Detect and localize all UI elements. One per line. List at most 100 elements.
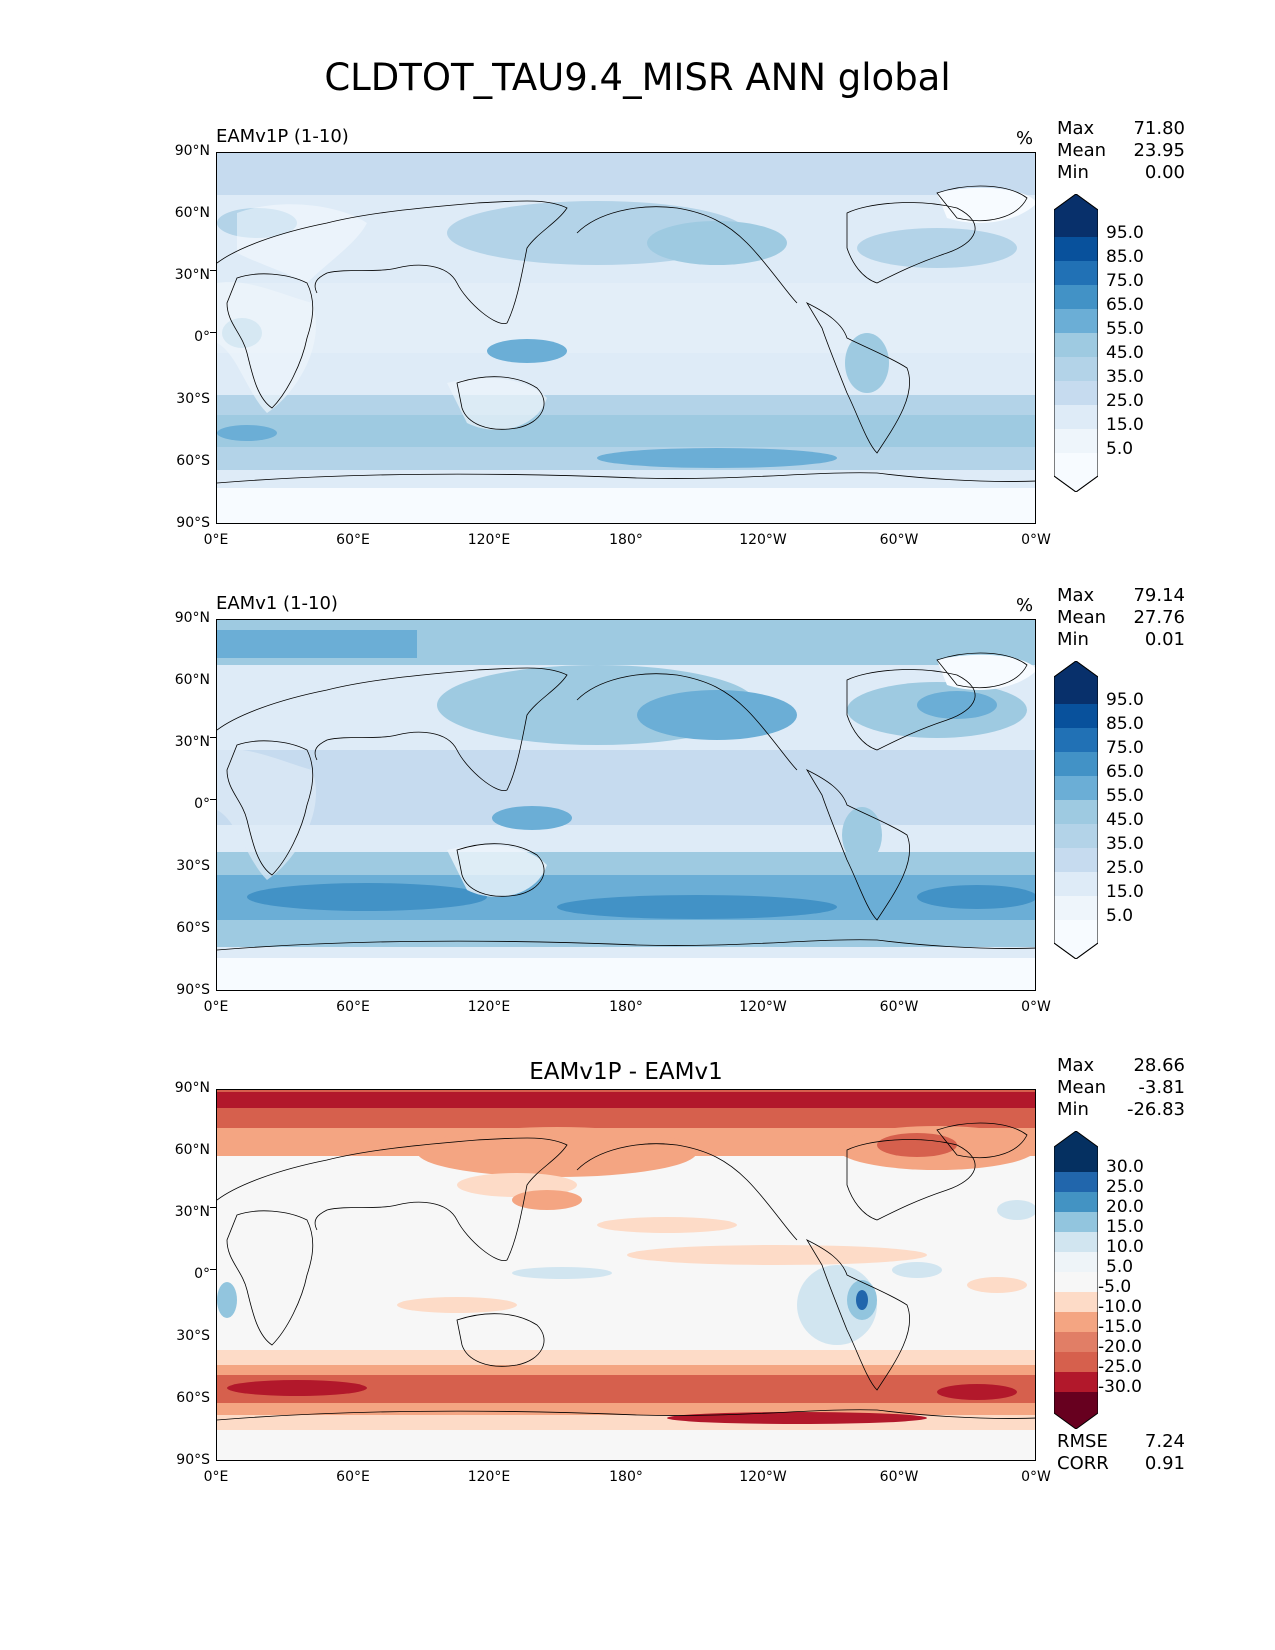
y-tick-label: 90°S [176, 982, 210, 998]
colorbar-label: 95.0 [1106, 223, 1144, 243]
panel-title: EAMv1 (1-10) [216, 593, 338, 614]
colorbar-label: 10.0 [1106, 1237, 1144, 1257]
panel-title: EAMv1P (1-10) [216, 126, 349, 147]
stat-mean-label: Mean [1057, 140, 1107, 161]
colorbar-label: 15.0 [1106, 415, 1144, 435]
y-tick-label: 30°N [174, 734, 210, 750]
x-tick-label: 0°E [203, 999, 229, 1015]
colorbar-label: 85.0 [1106, 714, 1144, 734]
rmse-label: RMSE [1057, 1431, 1108, 1452]
x-tick-label: 0°E [203, 532, 229, 548]
x-tick-label: 60°E [336, 532, 370, 548]
colorbar-label: 25.0 [1106, 1177, 1144, 1197]
colorbar-label: 85.0 [1106, 247, 1144, 267]
stat-max-label: Max [1057, 1055, 1095, 1076]
y-tick-label: 0° [194, 329, 210, 345]
y-tick [210, 799, 216, 800]
x-tick-label: 60°W [879, 532, 919, 548]
colorbar-label: -20.0 [1098, 1337, 1142, 1357]
colorbar-label: 35.0 [1106, 834, 1144, 854]
units-label: % [1016, 128, 1034, 149]
stat-max-value: 28.66 [1133, 1055, 1185, 1076]
colorbar-label: 25.0 [1106, 391, 1144, 411]
colorbar-label: 95.0 [1106, 690, 1144, 710]
colorbar-label: 45.0 [1106, 810, 1144, 830]
colorbar-label: -15.0 [1098, 1317, 1142, 1337]
stat-mean-label: Mean [1057, 1077, 1107, 1098]
colorbar-label: 75.0 [1106, 271, 1144, 291]
colorbar-label: 35.0 [1106, 367, 1144, 387]
colorbar [1054, 661, 1098, 959]
x-tick-label: 60°W [879, 999, 919, 1015]
colorbar-label: 55.0 [1106, 786, 1144, 806]
y-tick-label: 0° [194, 1266, 210, 1282]
x-tick-label: 0°W [1021, 1469, 1051, 1485]
stat-mean-value: 27.76 [1133, 607, 1185, 628]
y-tick-label: 90°N [174, 1080, 210, 1096]
y-tick-label: 30°S [176, 858, 210, 874]
colorbar-label: 65.0 [1106, 762, 1144, 782]
stat-max-label: Max [1057, 118, 1095, 139]
x-tick-label: 120°E [467, 532, 511, 548]
map-eamv1 [216, 619, 1036, 991]
y-tick [210, 737, 216, 738]
colorbar-label: 30.0 [1106, 1157, 1144, 1177]
x-tick-label: 180° [609, 999, 643, 1015]
stat-max-label: Max [1057, 585, 1095, 606]
stat-max-value: 79.14 [1133, 585, 1185, 606]
x-tick-label: 180° [609, 1469, 643, 1485]
stats-box: Max 71.80 Mean 23.95 Min 0.00 [1057, 118, 1185, 184]
stat-min-label: Min [1057, 629, 1089, 650]
x-tick-label: 0°E [203, 1469, 229, 1485]
x-tick-label: 120°E [467, 1469, 511, 1485]
colorbar-label: -30.0 [1098, 1377, 1142, 1397]
map-eamv1p [216, 152, 1036, 524]
y-tick-label: 60°S [176, 920, 210, 936]
y-tick-label: 60°N [174, 205, 210, 221]
y-tick-label: 90°N [174, 610, 210, 626]
stats-box: Max 28.66 Mean -3.81 Min -26.83 [1057, 1055, 1185, 1121]
y-tick [210, 1207, 216, 1208]
x-tick-label: 120°E [467, 999, 511, 1015]
map-difference [216, 1089, 1036, 1461]
x-tick-label: 60°E [336, 1469, 370, 1485]
y-tick-label: 30°S [176, 391, 210, 407]
colorbar-label: 75.0 [1106, 738, 1144, 758]
colorbar-label: -10.0 [1098, 1297, 1142, 1317]
stat-min-value: 0.00 [1144, 162, 1185, 183]
colorbar-label: -25.0 [1098, 1357, 1142, 1377]
x-tick-label: 0°W [1021, 999, 1051, 1015]
colorbar-label: 15.0 [1106, 882, 1144, 902]
y-tick-label: 90°N [174, 143, 210, 159]
footer-stats: RMSE 7.24 CORR 0.91 [1057, 1431, 1185, 1475]
stat-min-label: Min [1057, 1099, 1089, 1120]
stat-mean-value: 23.95 [1133, 140, 1185, 161]
stats-box: Max 79.14 Mean 27.76 Min 0.01 [1057, 585, 1185, 651]
panel-title: EAMv1P - EAMv1 [529, 1059, 723, 1085]
x-tick-label: 120°W [739, 1469, 787, 1485]
y-tick-label: 90°S [176, 1452, 210, 1468]
x-tick-label: 60°W [879, 1469, 919, 1485]
x-tick-label: 180° [609, 532, 643, 548]
rmse-value: 7.24 [1144, 1431, 1185, 1452]
colorbar-label: 45.0 [1106, 343, 1144, 363]
y-tick-label: 30°N [174, 267, 210, 283]
stat-mean-value: -3.81 [1138, 1077, 1185, 1098]
x-tick-label: 120°W [739, 532, 787, 548]
y-tick-label: 30°S [176, 1328, 210, 1344]
colorbar-label: 55.0 [1106, 319, 1144, 339]
stat-min-value: -26.83 [1126, 1099, 1185, 1120]
colorbar-label: -5.0 [1098, 1277, 1132, 1297]
x-tick-label: 120°W [739, 999, 787, 1015]
colorbar-label: 65.0 [1106, 295, 1144, 315]
colorbar-label: 5.0 [1106, 1257, 1134, 1277]
x-tick-label: 0°W [1021, 532, 1051, 548]
stat-min-label: Min [1057, 162, 1089, 183]
y-tick-label: 60°S [176, 1390, 210, 1406]
colorbar [1054, 194, 1098, 492]
colorbar-label: 25.0 [1106, 858, 1144, 878]
y-tick-label: 90°S [176, 515, 210, 531]
y-tick [210, 332, 216, 333]
stat-min-value: 0.01 [1144, 629, 1185, 650]
colorbar-label: 20.0 [1106, 1197, 1144, 1217]
